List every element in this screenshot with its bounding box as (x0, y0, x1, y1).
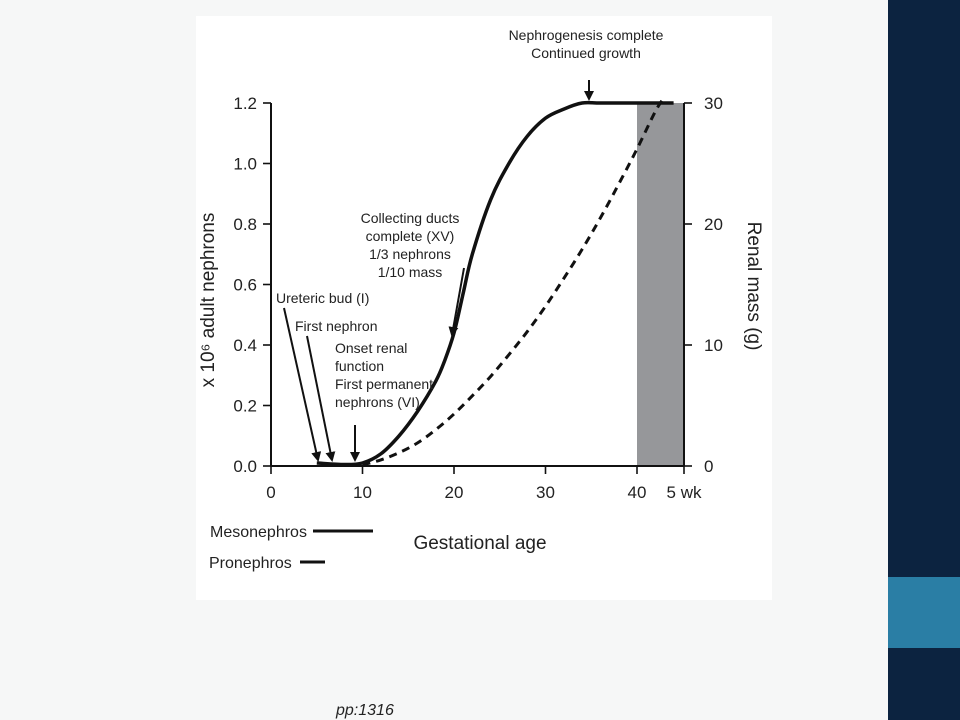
y-tick-label-left: 0.6 (233, 276, 257, 295)
annotation-text: First nephron (295, 318, 377, 334)
x-tick-label: 40 (628, 483, 647, 502)
x-tick-label: 5 wk (667, 483, 702, 502)
y-axis-title-left: x 10⁶ adult nephrons (198, 213, 219, 388)
y-tick-label-left: 1.2 (233, 94, 257, 113)
annotation-arrow (448, 267, 465, 337)
x-tick-label: 0 (266, 483, 275, 502)
annotation-text: Collecting ducts complete (XV) 1/3 nephron… (361, 210, 460, 280)
sidebar-accent-block (888, 577, 960, 648)
series-renal-mass-dashed (362, 96, 666, 467)
stage-label: Mesonephros (210, 524, 307, 541)
y-axis-title-right: Renal mass (g) (743, 222, 764, 351)
y-tick-label-left: 0.4 (233, 336, 257, 355)
x-axis-title: Gestational age (413, 533, 546, 554)
y-tick-label-left: 0.8 (233, 215, 257, 234)
y-tick-label-left: 1.0 (233, 155, 257, 174)
x-tick-label: 10 (353, 483, 372, 502)
y-tick-label-right: 30 (704, 94, 723, 113)
y-tick-label-left: 0.0 (233, 457, 257, 476)
y-tick-label-right: 10 (704, 336, 723, 355)
term-shaded-region (637, 103, 684, 466)
annotation-arrow (306, 335, 336, 462)
y-tick-label-right: 0 (704, 457, 713, 476)
annotation-arrow (283, 307, 322, 462)
annotation-text: Onset renal function First permanent nephro… (335, 340, 433, 410)
x-tick-label: 20 (445, 483, 464, 502)
stage-label: Pronephros (209, 555, 292, 572)
y-tick-label-right: 20 (704, 215, 723, 234)
y-tick-label-left: 0.2 (233, 397, 257, 416)
series-nephrons-solid (316, 100, 674, 467)
page-reference: pp:1316 (336, 702, 394, 719)
annotation-text: Ureteric bud (I) (276, 290, 369, 306)
annotation-text: Nephrogenesis complete Continued growth (509, 27, 664, 61)
x-tick-label: 30 (536, 483, 555, 502)
